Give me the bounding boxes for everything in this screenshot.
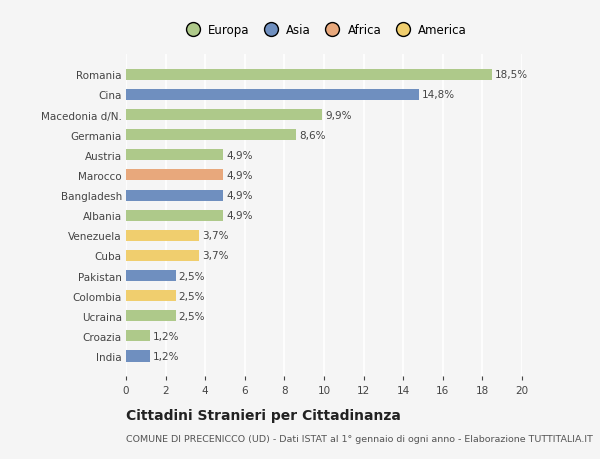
Text: 4,9%: 4,9%: [226, 171, 253, 180]
Text: 8,6%: 8,6%: [299, 130, 326, 140]
Bar: [126, 291, 176, 302]
Bar: [126, 351, 150, 362]
Bar: [126, 190, 223, 201]
Bar: [126, 90, 419, 101]
Bar: [126, 330, 150, 341]
Text: 4,9%: 4,9%: [226, 190, 253, 201]
Bar: [126, 110, 322, 121]
Text: 2,5%: 2,5%: [178, 311, 205, 321]
Text: 4,9%: 4,9%: [226, 211, 253, 221]
Bar: [126, 250, 199, 262]
Text: COMUNE DI PRECENICCO (UD) - Dati ISTAT al 1° gennaio di ogni anno - Elaborazione: COMUNE DI PRECENICCO (UD) - Dati ISTAT a…: [126, 434, 593, 443]
Bar: [126, 270, 176, 281]
Legend: Europa, Asia, Africa, America: Europa, Asia, Africa, America: [176, 19, 472, 42]
Text: 9,9%: 9,9%: [325, 110, 352, 120]
Bar: [126, 130, 296, 141]
Bar: [126, 230, 199, 241]
Bar: [126, 311, 176, 322]
Bar: [126, 150, 223, 161]
Text: 2,5%: 2,5%: [178, 291, 205, 301]
Text: Cittadini Stranieri per Cittadinanza: Cittadini Stranieri per Cittadinanza: [126, 409, 401, 422]
Bar: [126, 70, 493, 81]
Text: 3,7%: 3,7%: [202, 231, 229, 241]
Bar: [126, 210, 223, 221]
Text: 4,9%: 4,9%: [226, 151, 253, 161]
Text: 1,2%: 1,2%: [153, 331, 179, 341]
Text: 1,2%: 1,2%: [153, 351, 179, 361]
Text: 2,5%: 2,5%: [178, 271, 205, 281]
Text: 18,5%: 18,5%: [495, 70, 529, 80]
Text: 3,7%: 3,7%: [202, 251, 229, 261]
Bar: [126, 170, 223, 181]
Text: 14,8%: 14,8%: [422, 90, 455, 100]
